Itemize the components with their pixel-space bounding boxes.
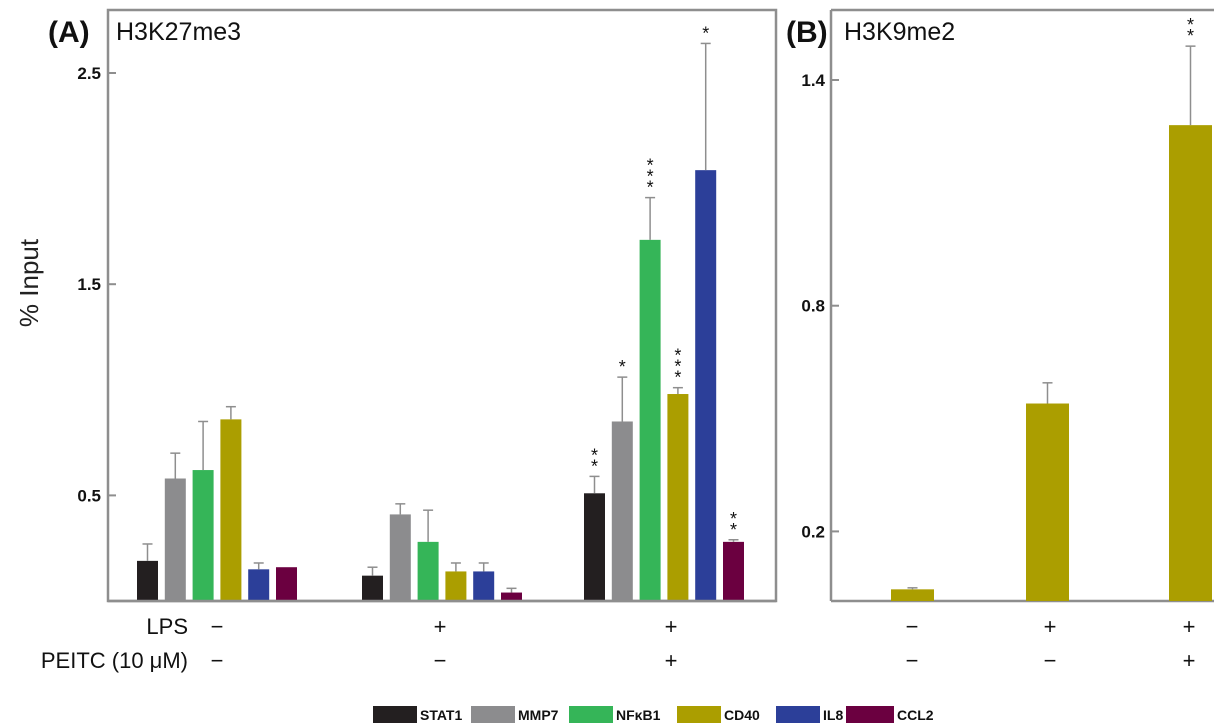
bar-il8 xyxy=(248,569,270,601)
condition-rows: LPS PEITC (10 μM) − − + − + + − − + − + + xyxy=(41,614,1196,673)
significance-star: * xyxy=(674,357,681,377)
legend-swatch-5 xyxy=(846,706,894,723)
lps-symbol: + xyxy=(1183,614,1196,639)
lps-symbol: + xyxy=(1044,614,1057,639)
lps-symbol: + xyxy=(434,614,447,639)
legend-swatch-4 xyxy=(776,706,820,723)
legend-label: STAT1 xyxy=(420,707,462,723)
panel-b-letter: (B) xyxy=(786,16,828,49)
peitc-symbol: − xyxy=(434,648,447,673)
legend-swatch-1 xyxy=(471,706,515,723)
bar-nfκb1 xyxy=(417,541,439,601)
significance-star: * xyxy=(730,509,737,529)
bar-mmp7 xyxy=(611,421,633,601)
legend-label: CD40 xyxy=(724,707,760,723)
panel-b-y-ticks: 0.2 0.8 1.4 xyxy=(801,71,839,541)
legend-label: IL8 xyxy=(823,707,843,723)
bar-cd40 xyxy=(1169,125,1212,601)
significance-star: * xyxy=(647,167,654,187)
y-tick-label: 0.5 xyxy=(77,486,101,505)
significance-star: * xyxy=(591,445,598,465)
bar-stat1 xyxy=(584,493,605,601)
peitc-symbol: − xyxy=(211,648,224,673)
lps-symbol: + xyxy=(665,614,678,639)
legend-label: CCL2 xyxy=(897,707,934,723)
legend-swatch-0 xyxy=(373,706,417,723)
bar-il8 xyxy=(473,571,495,601)
y-tick-label: 0.2 xyxy=(801,522,825,541)
peitc-symbol: − xyxy=(906,648,919,673)
panel-b-title: H3K9me2 xyxy=(844,18,955,46)
legend-label: MMP7 xyxy=(518,707,559,723)
y-tick-label: 0.8 xyxy=(801,297,825,316)
bar-mmp7 xyxy=(389,514,411,601)
bar-ccl2 xyxy=(501,592,522,601)
bar-cd40 xyxy=(220,419,242,601)
legend-swatch-3 xyxy=(677,706,721,723)
peitc-symbol: + xyxy=(665,648,678,673)
bar-ccl2 xyxy=(276,567,297,601)
panel-b-bars: ** xyxy=(891,15,1212,601)
significance-star: * xyxy=(674,368,681,388)
bar-stat1 xyxy=(362,575,383,601)
legend-swatch-2 xyxy=(569,706,613,723)
bar-mmp7 xyxy=(164,478,186,601)
bar-nfκb1 xyxy=(192,470,214,601)
lps-label: LPS xyxy=(146,614,188,639)
bar-stat1 xyxy=(137,560,158,601)
significance-star: * xyxy=(1187,26,1194,46)
bar-cd40 xyxy=(445,571,467,601)
significance-star: * xyxy=(730,520,737,540)
significance-star: * xyxy=(647,156,654,176)
peitc-symbol: − xyxy=(1044,648,1057,673)
y-axis-label: % Input xyxy=(14,238,44,327)
panel-a-letter: (A) xyxy=(48,16,90,49)
legend-label: NFκB1 xyxy=(616,707,661,723)
peitc-label: PEITC (10 μM) xyxy=(41,648,188,673)
bar-cd40 xyxy=(891,589,934,601)
y-tick-label: 1.4 xyxy=(801,71,825,90)
significance-star: * xyxy=(619,357,626,377)
peitc-symbol: + xyxy=(1183,648,1196,673)
panel-a-title: H3K27me3 xyxy=(116,18,241,46)
significance-star: * xyxy=(591,456,598,476)
significance-star: * xyxy=(1187,15,1194,35)
bar-nfκb1 xyxy=(639,239,661,601)
bar-cd40 xyxy=(667,394,689,601)
panel-a-y-ticks: 0.5 1.5 2.5 xyxy=(77,64,116,505)
significance-star: * xyxy=(647,178,654,198)
y-tick-label: 1.5 xyxy=(77,275,101,294)
bar-cd40 xyxy=(1026,403,1069,601)
panel-a-bars: ************ xyxy=(137,23,744,602)
legend: STAT1 MMP7 NFκB1 CD40 IL8 CCL2 xyxy=(373,706,934,723)
lps-symbol: − xyxy=(211,614,224,639)
bar-ccl2 xyxy=(723,541,744,601)
significance-star: * xyxy=(674,346,681,366)
lps-symbol: − xyxy=(906,614,919,639)
panel-a: (A) H3K27me3 % Input 0.51.52.5 *********… xyxy=(14,8,778,603)
y-tick-label: 2.5 xyxy=(77,64,101,83)
bar-il8 xyxy=(695,170,717,602)
significance-star: * xyxy=(702,23,709,43)
panel-b: (B) H3K9me2 0.2 0.8 1.4 ** xyxy=(786,8,1214,603)
